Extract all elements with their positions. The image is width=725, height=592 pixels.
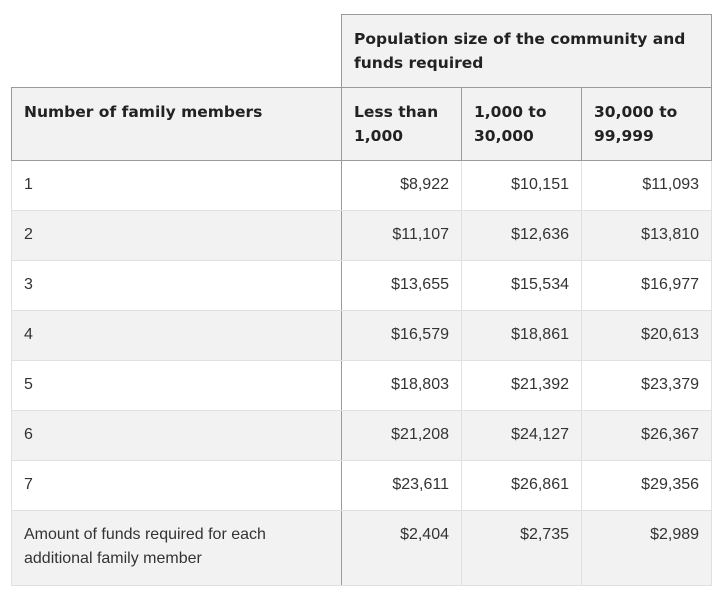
- header-blank-cell: [11, 14, 342, 88]
- cell-value: $13,810: [580, 210, 713, 261]
- cell-value: $15,534: [461, 260, 582, 311]
- cell-value: $21,208: [341, 410, 462, 461]
- row-label: 4: [11, 310, 342, 361]
- cell-value: $21,392: [461, 360, 582, 411]
- table-row: 3 $13,655 $15,534 $16,977: [11, 260, 713, 311]
- cell-value: $8,922: [341, 160, 462, 211]
- header-less-than-1000: Less than 1,000: [341, 87, 462, 161]
- cell-value: $24,127: [461, 410, 582, 461]
- table-row: Amount of funds required for each additi…: [11, 510, 713, 586]
- table-row: 6 $21,208 $24,127 $26,367: [11, 410, 713, 461]
- cell-value: $10,151: [461, 160, 582, 211]
- row-label: 6: [11, 410, 342, 461]
- cell-value: $11,107: [341, 210, 462, 261]
- cell-value: $16,579: [341, 310, 462, 361]
- row-label: 2: [11, 210, 342, 261]
- cell-value: $18,803: [341, 360, 462, 411]
- cell-value: $23,379: [580, 360, 713, 411]
- cell-value: $11,093: [580, 160, 713, 211]
- header-family-members: Number of family members: [11, 87, 342, 161]
- row-label: 7: [11, 460, 342, 511]
- cell-value: $2,735: [461, 510, 582, 586]
- row-label: 3: [11, 260, 342, 311]
- cell-value: $26,367: [580, 410, 713, 461]
- table-row: 4 $16,579 $18,861 $20,613: [11, 310, 713, 361]
- cell-value: $2,404: [341, 510, 462, 586]
- table-row: 2 $11,107 $12,636 $13,810: [11, 210, 713, 261]
- row-label: 5: [11, 360, 342, 411]
- header-1000-to-30000: 1,000 to 30,000: [461, 87, 582, 161]
- cell-value: $2,989: [580, 510, 713, 586]
- cell-value: $29,356: [580, 460, 713, 511]
- cell-value: $16,977: [580, 260, 713, 311]
- header-30000-to-99999: 30,000 to 99,999: [580, 87, 713, 161]
- cell-value: $26,861: [461, 460, 582, 511]
- row-label: 1: [11, 160, 342, 211]
- table-row: 7 $23,611 $26,861 $29,356: [11, 460, 713, 511]
- group-header: Population size of the community and fun…: [340, 14, 713, 88]
- table-row: 1 $8,922 $10,151 $11,093: [11, 160, 713, 211]
- cell-value: $23,611: [341, 460, 462, 511]
- row-label: Amount of funds required for each additi…: [11, 510, 342, 586]
- cell-value: $12,636: [461, 210, 582, 261]
- cell-value: $13,655: [341, 260, 462, 311]
- table-row: 5 $18,803 $21,392 $23,379: [11, 360, 713, 411]
- cell-value: $18,861: [461, 310, 582, 361]
- cell-value: $20,613: [580, 310, 713, 361]
- funds-table: Population size of the community and fun…: [11, 14, 713, 586]
